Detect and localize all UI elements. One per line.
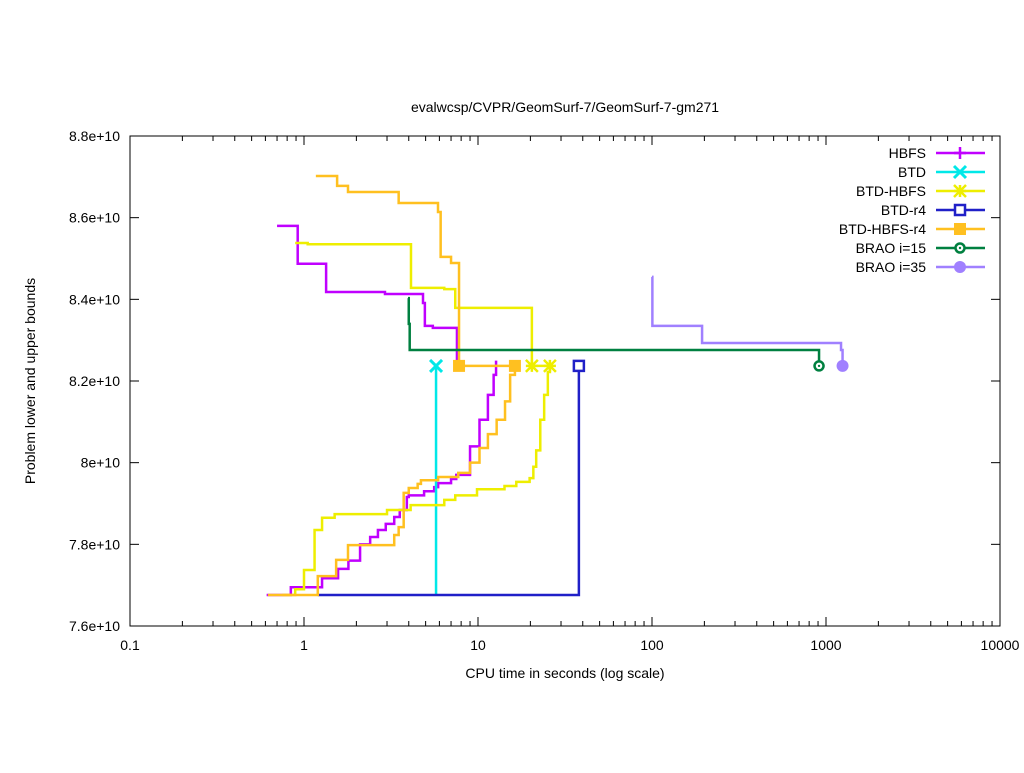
series-brao-i-35 [651,275,849,372]
upper-bound-line [407,296,821,366]
y-tick-label: 7.6e+10 [69,618,120,634]
filled-square-marker-icon [508,359,521,372]
data-point [508,359,521,372]
legend-label: BRAO i=15 [856,240,927,256]
x-tick-label: 100 [640,637,664,653]
y-tick-label: 8.2e+10 [69,373,120,389]
legend-marker [952,164,968,180]
star-marker-icon [543,359,557,373]
legend-entry-brao-i-35: BRAO i=35 [856,259,985,275]
lower-bound-line [266,360,498,597]
legend-entry-btd-r4: BTD-r4 [881,202,985,218]
series-btd-hbfs-r4 [267,174,521,597]
star-marker-icon [524,359,539,373]
legend-entry-brao-i-15: BRAO i=15 [856,240,985,256]
legend-entry-btd-hbfs-r4: BTD-HBFS-r4 [839,221,985,237]
data-point [813,360,825,372]
legend-entry-hbfs: HBFS [889,145,985,161]
circle-dot-icon [817,364,821,368]
upper-bound-line [277,224,459,366]
x-axis-label: CPU time in seconds (log scale) [465,665,664,681]
upper-bound-line [295,241,534,366]
series-btd-hbfs [282,241,557,597]
circle-dot-icon [958,246,962,250]
legend-marker [953,184,967,198]
x-tick-label: 10 [470,637,486,653]
chart-title: evalwcsp/CVPR/GeomSurf-7/GeomSurf-7-gm27… [411,99,719,115]
legend-marker [954,261,966,273]
legend-label: BTD-HBFS [856,183,926,199]
y-tick-label: 8.8e+10 [69,128,120,144]
data-point [428,358,444,373]
open-square-marker-icon [572,359,586,373]
cross-marker-icon [428,358,444,373]
legend-marker [953,203,967,217]
legend-marker [954,242,966,254]
series-btd-r4 [317,359,586,597]
lower-bound-line [282,365,552,597]
legend-label: HBFS [889,145,926,161]
y-axis-label: Problem lower and upper bounds [22,278,38,484]
legend-label: BRAO i=35 [856,259,927,275]
lower-bound-line [317,365,581,597]
x-tick-label: 1 [300,637,308,653]
upper-bound-line [315,174,461,366]
x-tick-label: 0.1 [120,637,140,653]
filled-square-marker-icon [954,223,966,235]
series-brao-i-15 [407,296,825,372]
filled-circle-marker-icon [836,359,849,372]
lower-bound-line [267,365,517,597]
y-tick-label: 8.4e+10 [69,291,120,307]
filled-square-marker-icon [453,359,466,372]
plus-marker-icon [954,147,966,159]
data-point [572,359,586,373]
legend-marker [954,147,966,159]
legend-marker [954,223,966,235]
data-point [453,359,466,372]
legend-entry-btd: BTD [898,164,985,180]
legend-label: BTD [898,164,926,180]
legend-label: BTD-HBFS-r4 [839,221,926,237]
y-tick-label: 7.8e+10 [69,536,120,552]
series-hbfs [266,224,498,597]
plot-frame [129,135,1001,627]
open-square-marker-icon [953,203,967,217]
data-point [543,359,557,373]
y-tick-label: 8.6e+10 [69,210,120,226]
upper-bound-line [651,275,844,366]
filled-circle-marker-icon [954,261,966,273]
x-tick-label: 10000 [981,637,1020,653]
legend-entry-btd-hbfs: BTD-HBFS [856,183,985,199]
legend-label: BTD-r4 [881,202,926,218]
y-tick-label: 8e+10 [81,455,121,471]
x-tick-label: 1000 [810,637,841,653]
data-point [524,359,539,373]
cross-marker-icon [952,164,968,180]
data-point [836,359,849,372]
star-marker-icon [953,184,967,198]
